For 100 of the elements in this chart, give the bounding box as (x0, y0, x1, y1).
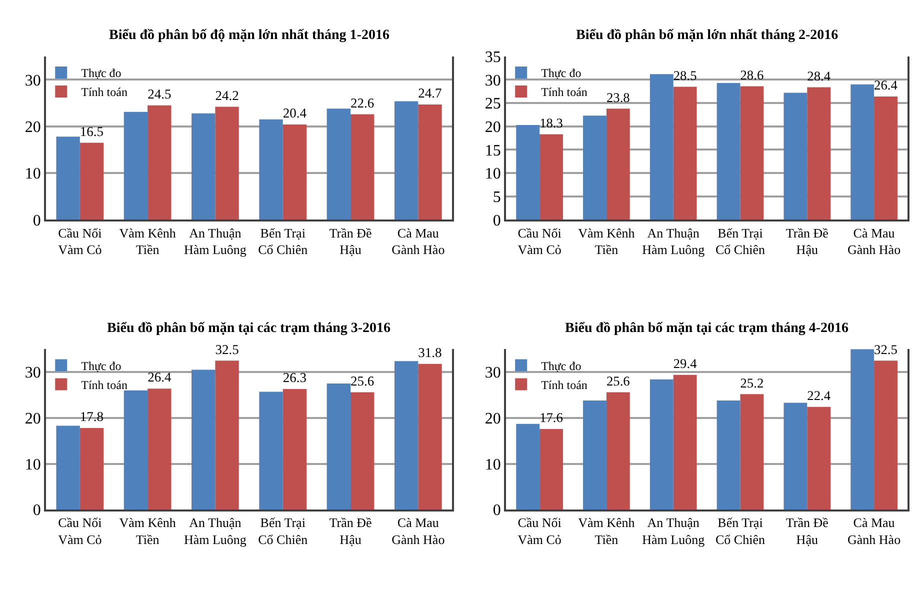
bar (673, 374, 697, 510)
data-label: 32.5 (874, 342, 898, 357)
bar (124, 112, 148, 220)
y-tick-label: 0 (32, 502, 41, 520)
x-tick-label: Cầu Nối Vàm Cỏ (518, 515, 562, 548)
bar (394, 101, 418, 220)
legend-label: Tính toán (81, 85, 128, 100)
data-label: 25.6 (350, 373, 374, 388)
chart-title: Biểu đồ phân bố mặn tại các trạm tháng 3-2016 (107, 321, 391, 336)
x-tick-label: Cà Mau Gành Hào (848, 515, 901, 548)
y-tick-label: 5 (492, 188, 501, 206)
bar (80, 142, 104, 220)
y-tick-label: 30 (24, 72, 41, 90)
bar (259, 392, 283, 510)
data-label: 22.6 (350, 95, 374, 110)
bar (215, 360, 239, 510)
y-tick-label: 10 (484, 166, 501, 183)
bar (673, 86, 697, 220)
y-tick-label: 35 (484, 49, 501, 66)
x-tick-label: Bến Trại Cổ Chiên (258, 515, 308, 548)
x-tick-label: Trần Đề Hậu (786, 515, 829, 548)
bar (784, 402, 808, 510)
bar (418, 364, 442, 510)
x-tick-label: An Thuận Hàm Luông (642, 515, 706, 548)
bar (740, 86, 764, 220)
y-tick-label: 30 (484, 72, 501, 90)
legend-label: Thực đo (81, 66, 122, 80)
bar (56, 136, 80, 220)
legend-label: Tính toán (541, 85, 588, 100)
bar (807, 87, 831, 220)
chart-title: Biểu đồ phân bố mặn lớn nhất tháng 2-2016 (576, 28, 838, 43)
bar (606, 392, 630, 510)
y-tick-label: 0 (492, 212, 501, 230)
bar (874, 360, 898, 510)
bar (192, 113, 216, 220)
data-label: 28.4 (807, 68, 831, 84)
bar (326, 108, 351, 220)
bar (716, 83, 740, 220)
y-tick-label: 0 (32, 212, 41, 230)
bar (807, 406, 831, 510)
data-label: 16.5 (80, 124, 104, 139)
x-tick-label: Trần Đề Hậu (329, 515, 372, 548)
x-tick-label: Vàm Kênh Tiền (119, 515, 176, 548)
x-tick-label: Cầu Nối Vàm Cỏ (58, 515, 102, 548)
data-label: 26.4 (148, 370, 172, 385)
legend-label: Thực đo (541, 358, 582, 373)
bar (192, 370, 216, 510)
legend-label: Thực đo (81, 358, 122, 373)
bar (516, 424, 540, 510)
data-label: 24.7 (418, 86, 442, 101)
bar (148, 105, 172, 220)
x-tick-label: Bến Trại Cổ Chiên (716, 515, 766, 548)
x-tick-label: Cà Mau Gành Hào (848, 225, 901, 258)
data-label: 29.4 (673, 356, 698, 372)
bar (80, 428, 104, 510)
bar (716, 400, 740, 510)
y-tick-label: 10 (24, 166, 41, 183)
data-label: 25.6 (606, 373, 630, 388)
bar (540, 134, 563, 220)
data-label: 24.5 (148, 86, 172, 102)
bar (784, 92, 808, 220)
x-tick-label: Cà Mau Gành Hào (392, 515, 445, 548)
bar (418, 104, 442, 220)
bar (650, 74, 674, 220)
bar (350, 392, 374, 510)
data-label: 18.3 (540, 115, 564, 130)
bar (282, 124, 307, 220)
bar (606, 108, 630, 220)
x-tick-label: Cầu Nối Vàm Cỏ (58, 225, 102, 258)
x-tick-label: An Thuận Hàm Luông (184, 225, 247, 258)
data-label: 17.8 (80, 409, 104, 424)
data-label: 31.8 (418, 344, 442, 360)
x-tick-label: Bến Trại Cổ Chiên (258, 225, 308, 258)
y-tick-label: 30 (484, 364, 501, 382)
bar (740, 394, 764, 510)
y-tick-label: 10 (24, 456, 41, 474)
x-tick-label: Cầu Nối Vàm Cỏ (518, 225, 562, 258)
x-tick-label: Bến Trại Cổ Chiên (716, 225, 766, 258)
x-tick-label: An Thuận Hàm Luông (642, 225, 706, 258)
bar (282, 389, 307, 510)
bar (215, 106, 239, 220)
bar (148, 388, 172, 510)
chart-title: Biểu đồ phân bố độ mặn lớn nhất tháng 1-2016 (109, 28, 390, 43)
legend-label: Tính toán (81, 378, 128, 392)
x-tick-label: Vàm Kênh Tiền (578, 225, 636, 258)
bar (650, 379, 674, 510)
bar (124, 390, 148, 510)
data-label: 32.5 (215, 342, 240, 357)
chart-title: Biểu đồ phân bố mặn tại các trạm tháng 4-2016 (565, 321, 849, 336)
data-label: 26.4 (874, 78, 898, 93)
data-label: 28.6 (740, 67, 764, 82)
bar (583, 400, 606, 510)
y-tick-label: 25 (484, 96, 501, 113)
data-label: 25.2 (740, 375, 764, 390)
y-tick-label: 15 (484, 142, 501, 160)
legend-label: Thực đo (541, 66, 582, 80)
x-tick-label: An Thuận Hàm Luông (184, 515, 247, 548)
data-label: 20.4 (282, 106, 307, 121)
x-tick-label: Trần Đề Hậu (329, 225, 372, 258)
data-label: 26.3 (282, 370, 307, 386)
